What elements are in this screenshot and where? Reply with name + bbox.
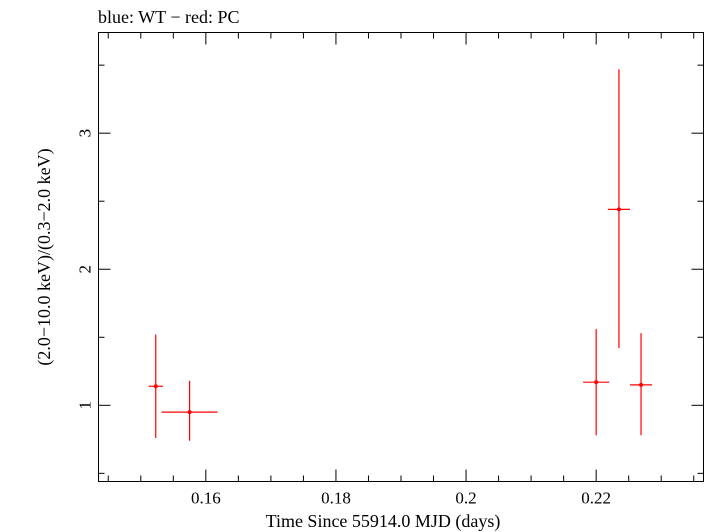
data-point — [629, 333, 653, 436]
chart-title: blue: WT − red: PC — [98, 7, 239, 27]
point-marker — [616, 207, 621, 212]
point-marker — [187, 410, 192, 415]
x-axis-label: Time Since 55914.0 MJD (days) — [266, 511, 501, 532]
x-tick-label: 0.22 — [581, 489, 611, 508]
tick-labels: 0.16 0.18 0.2 0.22 1 2 3 — [76, 129, 612, 508]
data-point — [161, 380, 218, 441]
point-marker — [153, 384, 158, 389]
data-point — [607, 69, 630, 349]
y-tick-label: 3 — [76, 129, 95, 138]
axis-ticks — [98, 32, 704, 482]
data-points — [148, 69, 653, 441]
x-tick-label: 0.16 — [191, 489, 221, 508]
x-tick-label: 0.18 — [321, 489, 351, 508]
y-tick-label: 1 — [76, 401, 95, 410]
point-marker — [639, 382, 644, 387]
point-marker — [594, 380, 599, 385]
data-point — [583, 329, 610, 436]
y-tick-label: 2 — [76, 265, 95, 274]
x-tick-label: 0.2 — [455, 489, 476, 508]
data-point — [148, 334, 163, 438]
y-axis-label: (2.0−10.0 keV)/(0.3−2.0 keV) — [34, 148, 55, 365]
